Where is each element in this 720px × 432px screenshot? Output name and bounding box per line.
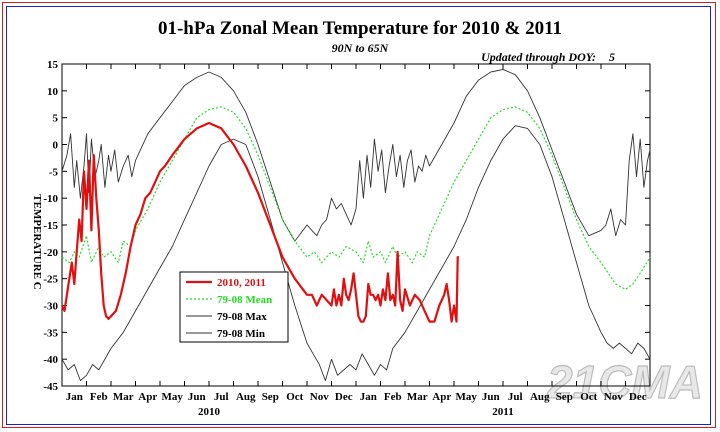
x-month-label-12: Jan (360, 391, 377, 403)
outer-frame-blue (6, 6, 711, 425)
legend-label-0: 2010, 2011 (217, 277, 266, 289)
x-month-label-23: Dec (629, 391, 647, 403)
y-tick-label-11: -40 (43, 354, 58, 366)
x-month-label-4: May (162, 391, 184, 403)
legend-label-1: 79-08 Mean (217, 294, 272, 306)
x-month-label-5: Jun (188, 391, 206, 403)
x-month-label-11: Dec (335, 391, 353, 403)
x-month-label-7: Aug (236, 391, 256, 403)
x-month-label-9: Oct (286, 391, 303, 403)
x-month-label-17: Jun (482, 391, 500, 403)
series-line-79-08-mean (61, 106, 651, 290)
y-tick-label-5: -10 (43, 193, 58, 205)
chart-subtitle: 90N to 65N (332, 41, 390, 55)
x-month-label-2: Mar (113, 391, 134, 403)
x-month-label-1: Feb (90, 391, 108, 403)
x-month-label-19: Aug (530, 391, 550, 403)
chart-title: 01-hPa Zonal Mean Temperature for 2010 &… (158, 18, 562, 39)
y-tick-label-4: -5 (49, 166, 59, 178)
x-month-label-3: Apr (138, 391, 157, 403)
y-tick-label-8: -25 (43, 274, 58, 286)
legend: 2010, 2011 79-08 Mean 79-08 Max 79-08 Min (179, 271, 289, 343)
legend-box (179, 271, 289, 343)
x-month-label-10: Nov (310, 391, 329, 403)
series-line-79-08-min (61, 125, 651, 382)
x-month-label-13: Feb (384, 391, 402, 403)
y-tick-label-9: -30 (43, 301, 58, 313)
y-axis-label: TEMPERATURE C (31, 194, 43, 289)
y-tick-label-7: -20 (43, 247, 58, 259)
plot-area: 15 10 5 0 -5 -10 -15 -20 -25 -30 -35 -40 -45 Jan Feb Ma… (43, 59, 651, 418)
x-month-label-20: Sep (556, 391, 573, 403)
legend-label-3: 79-08 Min (217, 328, 265, 340)
x-month-label-22: Nov (604, 391, 623, 403)
legend-label-2: 79-08 Max (217, 311, 267, 323)
y-tick-label-1: 10 (47, 86, 59, 98)
y-tick-label-2: 5 (53, 113, 59, 125)
x-month-label-6: Jul (214, 391, 229, 403)
series-line-79-08-max (61, 68, 651, 242)
y-tick-label-0: 15 (47, 59, 59, 71)
x-month-label-16: May (456, 391, 478, 403)
x-month-label-8: Sep (262, 391, 279, 403)
outer-frame-red (2, 2, 716, 428)
axis-frame (61, 63, 651, 387)
x-month-label-18: Jul (508, 391, 523, 403)
y-tick-label-12: -45 (43, 381, 58, 393)
x-year-label-0: 2010 (198, 406, 221, 418)
updated-value: 5 (609, 50, 615, 64)
x-month-label-0: Jan (66, 391, 83, 403)
y-tick-label-6: -15 (43, 220, 58, 232)
y-tick-label-10: -35 (43, 327, 58, 339)
watermark: 21CMA (546, 356, 703, 408)
series-line-2010-2011 (61, 121, 459, 323)
updated-label: Updated through DOY: (481, 50, 596, 64)
x-month-label-14: Mar (407, 391, 428, 403)
x-month-label-15: Apr (432, 391, 451, 403)
x-year-label-1: 2011 (492, 406, 513, 418)
x-month-label-21: Oct (580, 391, 597, 403)
y-tick-label-3: 0 (53, 140, 59, 152)
